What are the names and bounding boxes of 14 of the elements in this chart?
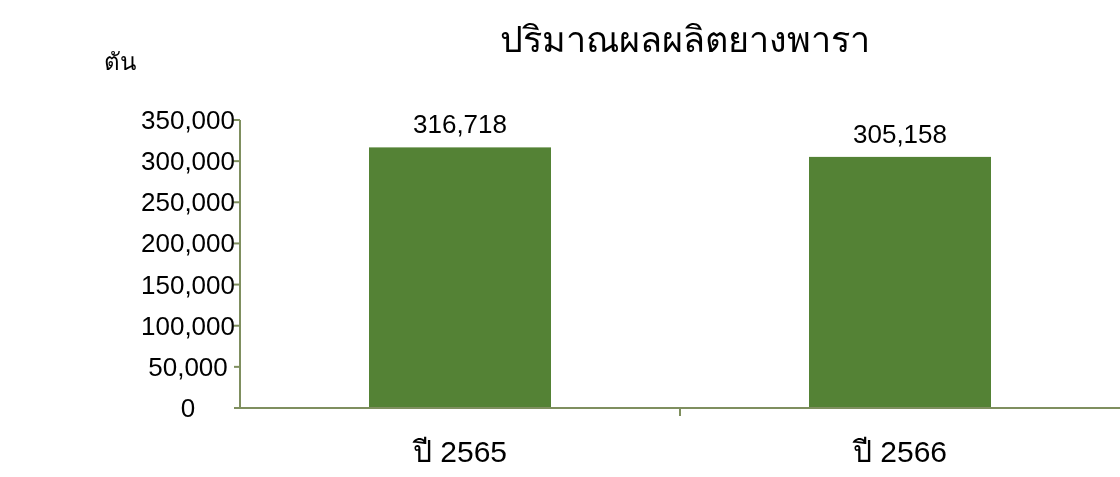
y-tick-label: 50,000: [148, 351, 228, 382]
y-tick-label: 150,000: [141, 269, 235, 300]
y-tick-label: 100,000: [141, 310, 235, 341]
x-tick-label: ปี 2565: [411, 435, 508, 468]
y-tick-label: 300,000: [141, 146, 235, 177]
y-tick-label: 200,000: [141, 228, 235, 259]
data-label: 316,718: [413, 109, 507, 140]
y-tick-label: 250,000: [141, 187, 235, 218]
y-tick-label: 0: [180, 393, 196, 423]
x-tick-label: ปี 2566: [851, 435, 948, 468]
y-axis-title: ตัน: [104, 48, 136, 75]
chart-title: ปริมาณผลผลิตยางพารา: [500, 19, 870, 60]
y-tick-label: 350,000: [141, 105, 235, 135]
data-label: 305,158: [853, 118, 947, 149]
